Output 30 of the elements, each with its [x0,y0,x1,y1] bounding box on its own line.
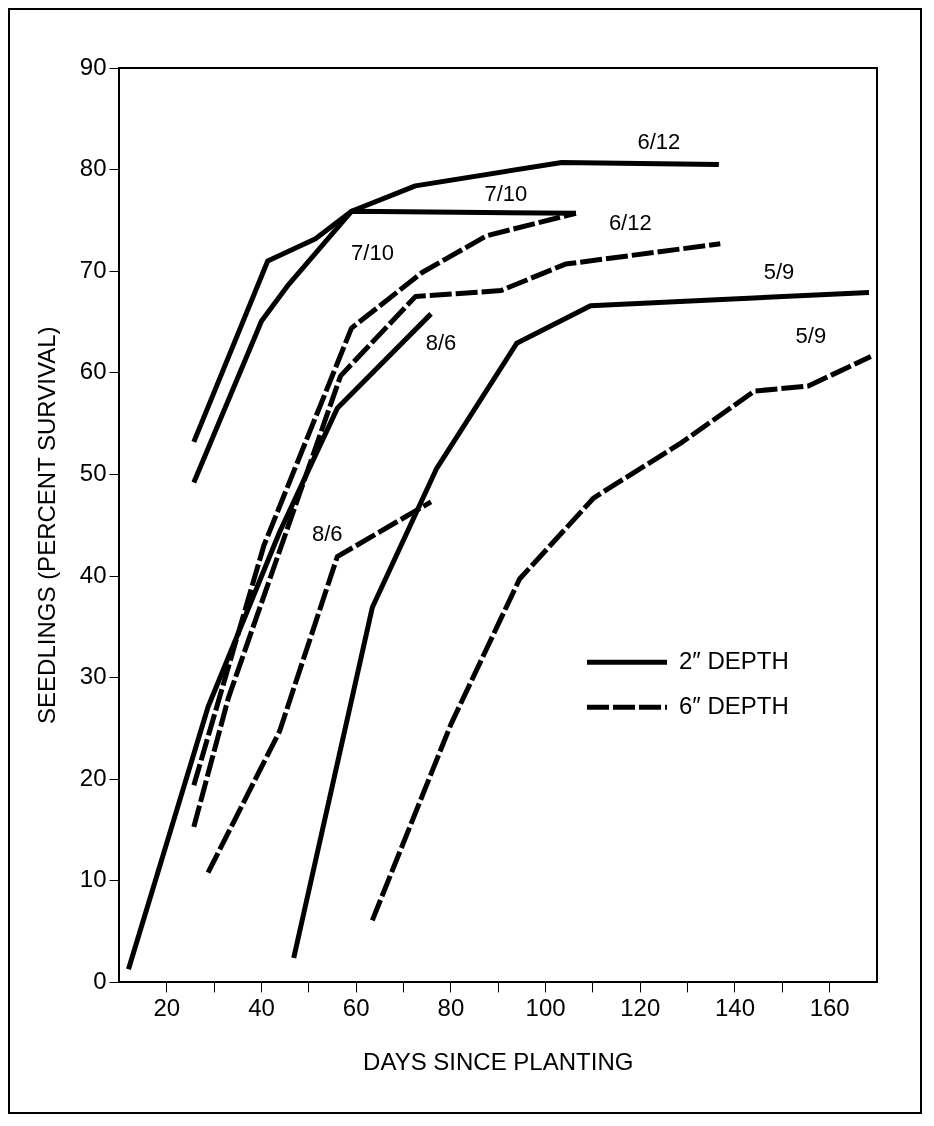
x-tick-label: 40 [248,994,275,1022]
annotation: 2″ DEPTH [679,646,789,674]
y-tick-label: 60 [79,357,107,385]
series-label: 7/10 [351,240,394,266]
y-axis-title: SEEDLINGS (PERCENT SURVIVAL) [33,326,61,724]
series-label: 8/6 [425,329,457,355]
x-tick-label: 80 [437,994,465,1022]
series-label: 6/12 [637,128,681,154]
x-tick-label: 160 [809,994,850,1022]
x-tick-label: 20 [153,994,181,1022]
x-tick-label: 140 [714,994,755,1022]
x-tick-label: 100 [525,994,566,1022]
y-tick-label: 40 [79,560,107,588]
series-label: 5/9 [763,258,795,284]
x-axis-title: DAYS SINCE PLANTING [363,1048,634,1076]
series-label: 6/12 [608,209,652,235]
y-tick-label: 0 [93,967,107,995]
y-tick-label: 20 [79,763,107,791]
x-tick-label: 120 [620,994,661,1022]
x-tick-label: 60 [342,994,370,1022]
y-tick-label: 10 [79,865,107,893]
y-tick-label: 30 [79,662,107,690]
series-label: 8/6 [311,520,343,546]
annotation: 6″ DEPTH [679,691,789,719]
y-tick-label: 90 [79,52,107,80]
series-label: 7/10 [484,181,528,207]
y-tick-label: 50 [79,459,107,487]
series-label: 5/9 [795,322,827,348]
y-tick-label: 80 [79,154,107,182]
y-tick-label: 70 [79,255,107,283]
